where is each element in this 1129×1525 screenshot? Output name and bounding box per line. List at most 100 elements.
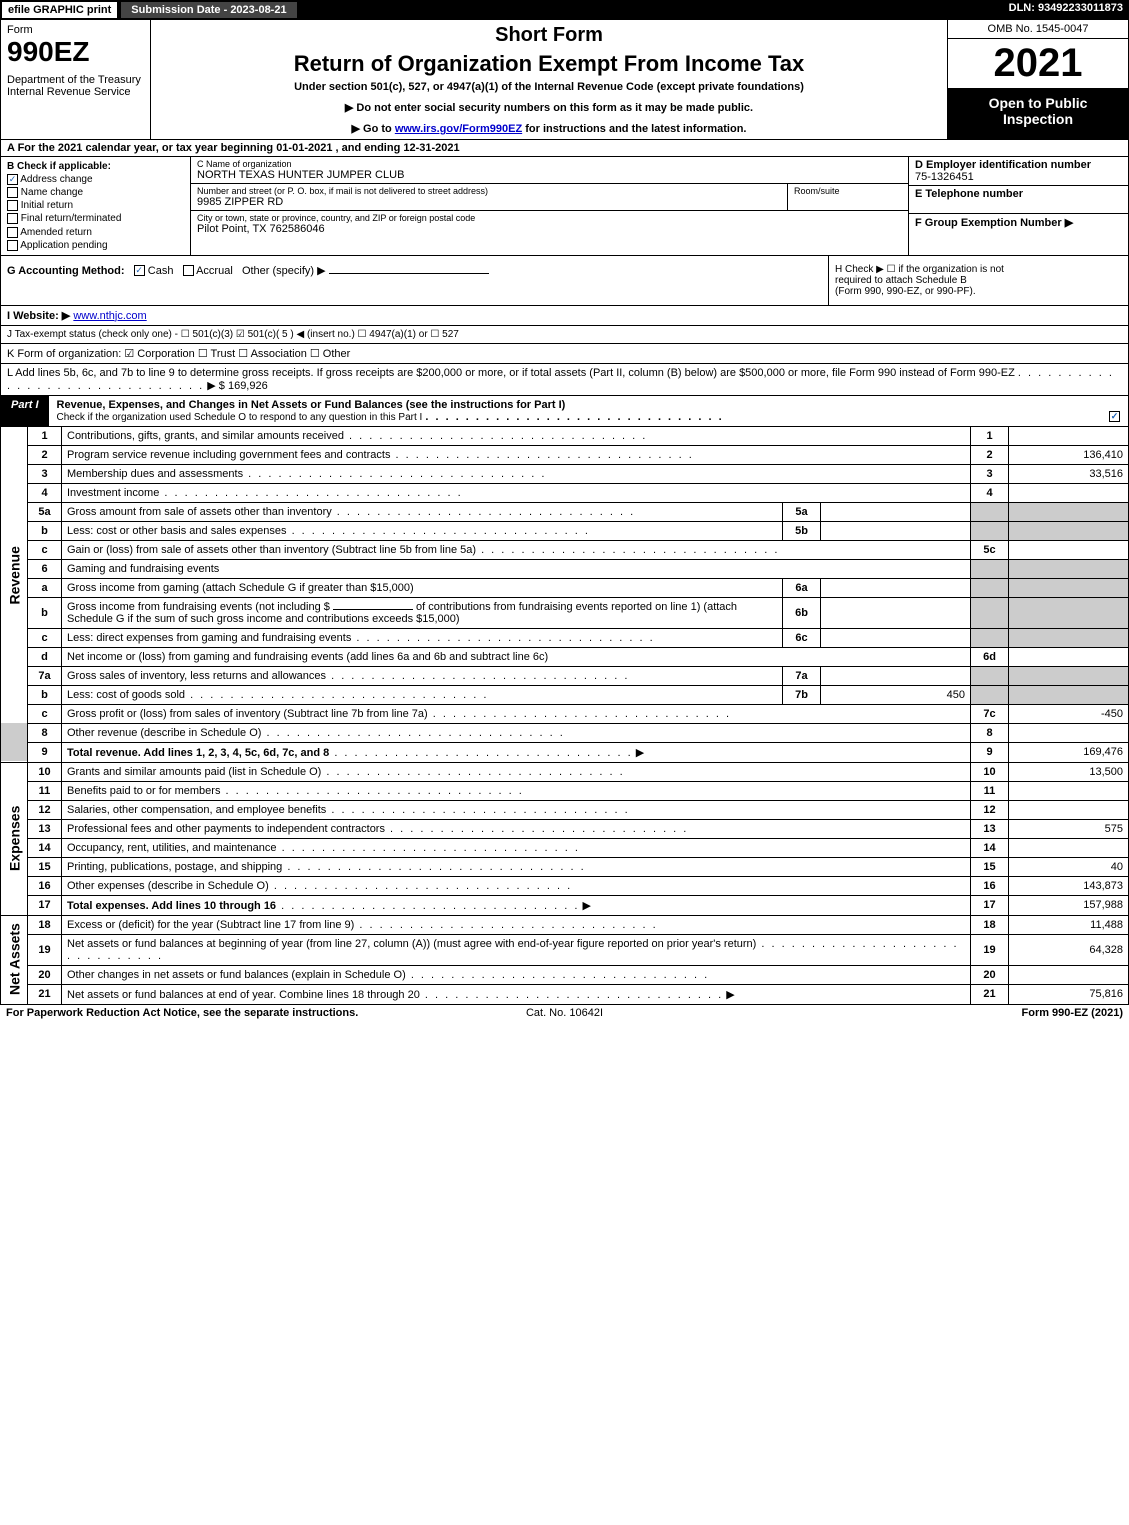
side-expenses: Expenses — [1, 762, 28, 915]
section-bcdef: B Check if applicable: ✓ Address change … — [0, 157, 1129, 256]
spacer — [299, 0, 1003, 20]
checkbox-icon[interactable] — [7, 213, 18, 224]
line-14: 14 Occupancy, rent, utilities, and maint… — [1, 838, 1129, 857]
form-number: 990EZ — [7, 36, 144, 68]
line-11: 11 Benefits paid to or for members 11 — [1, 781, 1129, 800]
col-def: D Employer identification number 75-1326… — [908, 157, 1128, 255]
part-1-table: Revenue 1 Contributions, gifts, grants, … — [0, 427, 1129, 1005]
line-3: 3 Membership dues and assessments 3 33,5… — [1, 464, 1129, 483]
checkbox-icon[interactable] — [183, 265, 194, 276]
ssn-notice: ▶ Do not enter social security numbers o… — [159, 101, 939, 114]
line-5b: b Less: cost or other basis and sales ex… — [1, 521, 1129, 540]
part-1-tag: Part I — [1, 396, 49, 426]
top-bar: efile GRAPHIC print Submission Date - 20… — [0, 0, 1129, 20]
short-form-title: Short Form — [159, 24, 939, 47]
line-17: 17 Total expenses. Add lines 10 through … — [1, 895, 1129, 915]
line-18: Net Assets 18 Excess or (deficit) for th… — [1, 915, 1129, 934]
city-value: Pilot Point, TX 762586046 — [197, 223, 902, 235]
line-19: 19 Net assets or fund balances at beginn… — [1, 934, 1129, 965]
row-i-website: I Website: ▶ www.nthjc.com — [0, 306, 1129, 326]
website-link[interactable]: www.nthjc.com — [73, 310, 146, 322]
line-8: 8 Other revenue (describe in Schedule O)… — [1, 723, 1129, 742]
city-label: City or town, state or province, country… — [197, 213, 902, 223]
line-5c: c Gain or (loss) from sale of assets oth… — [1, 540, 1129, 559]
checkbox-icon[interactable]: ✓ — [134, 265, 145, 276]
dln-label: DLN: 93492233011873 — [1003, 0, 1129, 20]
opt-final-return: Final return/terminated — [7, 213, 184, 224]
box-city: City or town, state or province, country… — [191, 211, 908, 237]
row-gh: G Accounting Method: ✓ Cash Accrual Othe… — [0, 256, 1129, 306]
side-netassets: Net Assets — [1, 915, 28, 1004]
efile-print-label: efile GRAPHIC print — [0, 0, 119, 20]
line-6a: a Gross income from gaming (attach Sched… — [1, 578, 1129, 597]
opt-address-change: ✓ Address change — [7, 174, 184, 185]
irs-link[interactable]: www.irs.gov/Form990EZ — [395, 123, 522, 135]
line-1: Revenue 1 Contributions, gifts, grants, … — [1, 427, 1129, 446]
department-label: Department of the Treasury Internal Reve… — [7, 74, 144, 98]
box-d-ein: D Employer identification number 75-1326… — [909, 157, 1128, 186]
checkbox-icon[interactable]: ✓ — [1109, 411, 1120, 422]
checkbox-icon[interactable] — [7, 240, 18, 251]
omb-number: OMB No. 1545-0047 — [948, 20, 1128, 39]
box-e-phone: E Telephone number — [909, 186, 1128, 214]
row-j-tax-exempt: J Tax-exempt status (check only one) - ☐… — [0, 326, 1129, 344]
checkbox-icon[interactable]: ✓ — [7, 174, 18, 185]
checkbox-icon[interactable] — [7, 187, 18, 198]
h-line1: H Check ▶ ☐ if the organization is not — [835, 264, 1122, 275]
line-12: 12 Salaries, other compensation, and emp… — [1, 800, 1129, 819]
box-c-label: C Name of organization — [197, 159, 902, 169]
footer-center: Cat. No. 10642I — [378, 1007, 750, 1019]
goto-pre: ▶ Go to — [352, 123, 395, 135]
h-line3: (Form 990, 990-EZ, or 990-PF). — [835, 286, 1122, 297]
line-15: 15 Printing, publications, postage, and … — [1, 857, 1129, 876]
goto-post: for instructions and the latest informat… — [522, 123, 746, 135]
l-amount: ▶ $ 169,926 — [207, 380, 267, 392]
ein-value: 75-1326451 — [915, 171, 1122, 183]
row-k-org-form: K Form of organization: ☑ Corporation ☐ … — [0, 344, 1129, 364]
box-address-row: Number and street (or P. O. box, if mail… — [191, 184, 908, 211]
part-1-check-text: Check if the organization used Schedule … — [57, 412, 423, 423]
row-l-gross-receipts: L Add lines 5b, 6c, and 7b to line 9 to … — [0, 364, 1129, 396]
col-h-schedule-b: H Check ▶ ☐ if the organization is not r… — [828, 256, 1128, 305]
line-20: 20 Other changes in net assets or fund b… — [1, 965, 1129, 984]
row-a-tax-year: A For the 2021 calendar year, or tax yea… — [0, 140, 1129, 157]
form-label: Form — [7, 24, 144, 36]
line-21: 21 Net assets or fund balances at end of… — [1, 984, 1129, 1004]
header-right: OMB No. 1545-0047 2021 Open to Public In… — [948, 20, 1128, 139]
submission-date: Submission Date - 2023-08-21 — [119, 0, 298, 20]
form-header: Form 990EZ Department of the Treasury In… — [0, 20, 1129, 140]
g-label: G Accounting Method: — [7, 265, 125, 277]
line-16: 16 Other expenses (describe in Schedule … — [1, 876, 1129, 895]
line-9: 9 Total revenue. Add lines 1, 2, 3, 4, 5… — [1, 742, 1129, 762]
opt-amended-return: Amended return — [7, 227, 184, 238]
part-1-title: Revenue, Expenses, and Changes in Net As… — [49, 396, 1128, 426]
street-box: Number and street (or P. O. box, if mail… — [191, 184, 788, 210]
line-5a: 5a Gross amount from sale of assets othe… — [1, 502, 1129, 521]
line-6c: c Less: direct expenses from gaming and … — [1, 628, 1129, 647]
header-left: Form 990EZ Department of the Treasury In… — [1, 20, 151, 139]
line-6: 6 Gaming and fundraising events — [1, 559, 1129, 578]
opt-name-change: Name change — [7, 187, 184, 198]
other-blank — [329, 273, 489, 274]
line-2: 2 Program service revenue including gove… — [1, 445, 1129, 464]
side-revenue: Revenue — [1, 427, 28, 724]
checkbox-icon[interactable] — [7, 227, 18, 238]
page-footer: For Paperwork Reduction Act Notice, see … — [0, 1005, 1129, 1021]
opt-application-pending: Application pending — [7, 240, 184, 251]
line-7b: b Less: cost of goods sold 7b 450 — [1, 685, 1129, 704]
checkbox-icon[interactable] — [7, 200, 18, 211]
line-7c: c Gross profit or (loss) from sales of i… — [1, 704, 1129, 723]
col-cde: C Name of organization NORTH TEXAS HUNTE… — [191, 157, 908, 255]
tax-year: 2021 — [948, 39, 1128, 89]
room-box: Room/suite — [788, 184, 908, 210]
return-title: Return of Organization Exempt From Incom… — [159, 51, 939, 77]
l-text: L Add lines 5b, 6c, and 7b to line 9 to … — [7, 367, 1015, 379]
g-other: Other (specify) ▶ — [242, 265, 326, 277]
header-center: Short Form Return of Organization Exempt… — [151, 20, 948, 139]
org-name-value: NORTH TEXAS HUNTER JUMPER CLUB — [197, 169, 902, 181]
goto-notice: ▶ Go to www.irs.gov/Form990EZ for instru… — [159, 122, 939, 135]
box-f-group: F Group Exemption Number ▶ — [909, 214, 1128, 255]
col-b-check-applicable: B Check if applicable: ✓ Address change … — [1, 157, 191, 255]
col-g-accounting: G Accounting Method: ✓ Cash Accrual Othe… — [1, 256, 828, 305]
footer-left: For Paperwork Reduction Act Notice, see … — [6, 1007, 378, 1019]
